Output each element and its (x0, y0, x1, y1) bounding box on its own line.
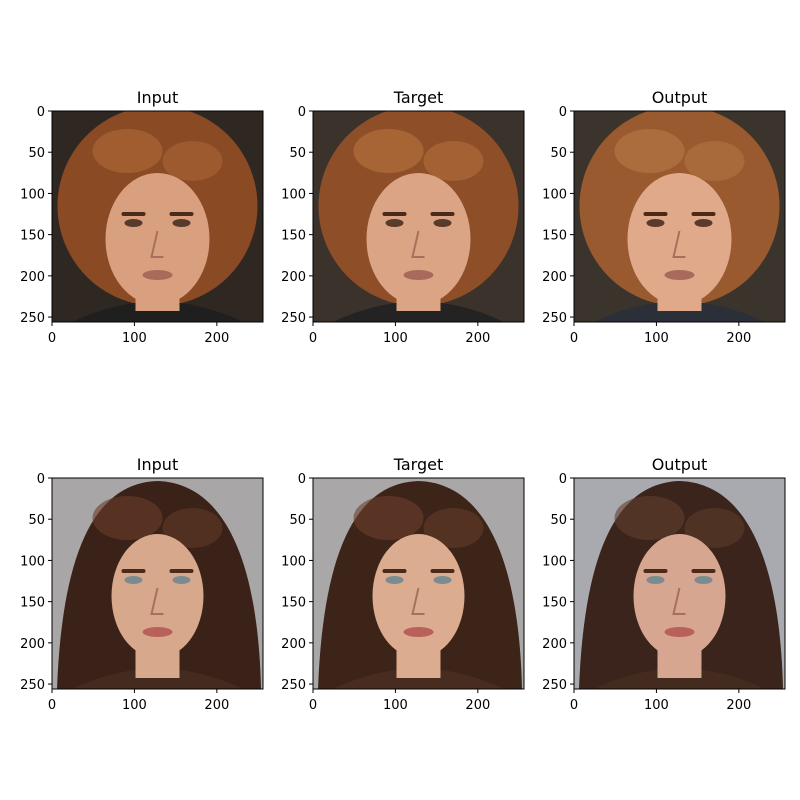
x-tick-label: 200 (204, 698, 229, 713)
x-tick-label: 200 (204, 331, 229, 346)
y-tick-label: 0 (37, 472, 45, 487)
axes-frame (312, 477, 525, 690)
y-tick-label: 100 (281, 187, 306, 202)
panel: Target 0 100 200 0 50 100 150 200 250 (281, 88, 525, 346)
panel-title: Input (137, 88, 178, 107)
y-tick-label: 250 (281, 678, 306, 693)
x-tick-label: 0 (570, 698, 578, 713)
y-tick-label: 50 (550, 513, 567, 528)
panel-title: Target (393, 455, 444, 474)
y-tick-label: 50 (28, 146, 45, 161)
y-tick-label: 150 (542, 596, 567, 611)
face-image (52, 111, 263, 322)
face-image (52, 478, 263, 689)
y-tick-label: 150 (20, 229, 45, 244)
panel-title: Target (393, 88, 444, 107)
x-tick-label: 0 (309, 698, 317, 713)
x-tick-label: 100 (644, 331, 669, 346)
y-tick-label: 250 (20, 311, 45, 326)
y-tick-label: 250 (281, 311, 306, 326)
panel-title: Output (652, 88, 708, 107)
y-tick-label: 200 (281, 270, 306, 285)
y-tick-label: 50 (289, 513, 306, 528)
panel: Input 0 100 200 0 50 100 150 200 250 (20, 88, 264, 346)
panel: Input 0 100 200 0 50 100 150 200 250 (20, 455, 264, 713)
y-tick-label: 150 (542, 229, 567, 244)
y-tick-label: 0 (37, 105, 45, 120)
y-tick-label: 0 (559, 105, 567, 120)
y-tick-label: 200 (542, 270, 567, 285)
x-tick-label: 100 (122, 698, 147, 713)
y-tick-label: 0 (298, 105, 306, 120)
y-tick-label: 250 (542, 311, 567, 326)
y-tick-label: 50 (28, 513, 45, 528)
panel-title: Output (652, 455, 708, 474)
x-tick-label: 100 (383, 331, 408, 346)
panel: Target 0 100 200 0 50 100 150 200 250 (281, 455, 525, 713)
axes-frame (312, 110, 525, 323)
panel: Output 0 100 200 0 50 100 150 200 250 (542, 88, 786, 346)
y-tick-label: 100 (20, 187, 45, 202)
y-tick-label: 0 (298, 472, 306, 487)
y-tick-label: 50 (289, 146, 306, 161)
x-tick-label: 0 (48, 698, 56, 713)
y-tick-label: 0 (559, 472, 567, 487)
face-image (313, 478, 524, 689)
axes-frame (573, 477, 786, 690)
axes-frame (51, 477, 264, 690)
x-tick-label: 0 (309, 331, 317, 346)
y-tick-label: 200 (20, 270, 45, 285)
x-tick-label: 200 (465, 698, 490, 713)
x-tick-label: 200 (726, 698, 751, 713)
x-tick-label: 200 (726, 331, 751, 346)
y-tick-label: 100 (542, 554, 567, 569)
y-tick-label: 200 (542, 637, 567, 652)
y-tick-label: 150 (20, 596, 45, 611)
y-tick-label: 150 (281, 229, 306, 244)
x-tick-label: 0 (570, 331, 578, 346)
face-image (574, 111, 785, 322)
y-tick-label: 50 (550, 146, 567, 161)
axes-frame (51, 110, 264, 323)
x-tick-label: 0 (48, 331, 56, 346)
y-tick-label: 100 (20, 554, 45, 569)
panel-title: Input (137, 455, 178, 474)
y-tick-label: 250 (20, 678, 45, 693)
x-tick-label: 100 (644, 698, 669, 713)
y-tick-label: 100 (281, 554, 306, 569)
y-tick-label: 150 (281, 596, 306, 611)
face-image (313, 111, 524, 322)
y-tick-label: 250 (542, 678, 567, 693)
y-tick-label: 200 (20, 637, 45, 652)
y-tick-label: 100 (542, 187, 567, 202)
panel: Output 0 100 200 0 50 100 150 200 250 (542, 455, 786, 713)
face-image (574, 478, 785, 689)
axes-frame (573, 110, 786, 323)
x-tick-label: 100 (122, 331, 147, 346)
x-tick-label: 100 (383, 698, 408, 713)
x-tick-label: 200 (465, 331, 490, 346)
y-tick-label: 200 (281, 637, 306, 652)
